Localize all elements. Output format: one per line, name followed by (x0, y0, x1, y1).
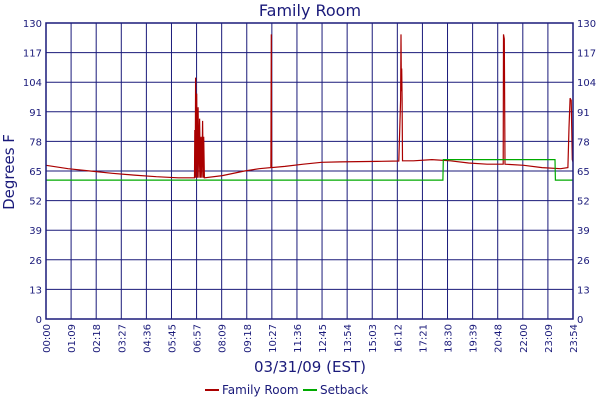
y-tick-label-right: 104 (577, 78, 596, 89)
y-tick-label-right: 26 (577, 256, 590, 267)
x-tick-label: 08:09 (218, 324, 229, 353)
x-tick-label: 15:03 (368, 324, 379, 353)
series-lines (45, 34, 574, 181)
series-line-family-room (45, 34, 574, 179)
y-tick-label-right: 52 (577, 197, 590, 208)
y-tick-label-left: 65 (29, 167, 42, 178)
y-tick-label-right: 78 (577, 137, 590, 148)
y-tick-label-left: 117 (23, 49, 42, 60)
y-tick-label-left: 0 (36, 315, 42, 326)
x-tick-label: 16:12 (393, 324, 404, 353)
legend-label-setback: Setback (320, 383, 368, 397)
x-tick-label: 23:54 (569, 324, 580, 353)
y-tick-label-right: 117 (577, 49, 596, 60)
y-tick-labels: 0 0 13 13 26 26 39 39 52 52 65 65 78 78 91 91 104 104 117 1… (23, 19, 596, 326)
x-tick-label: 22:00 (519, 324, 530, 353)
x-tick-label: 13:54 (343, 324, 354, 353)
x-tick-label: 11:36 (293, 324, 304, 353)
x-tick-label: 19:39 (469, 324, 480, 353)
y-tick-label-left: 130 (23, 19, 42, 30)
x-tick-label: 05:45 (167, 324, 178, 353)
series-line-setback (46, 159, 573, 181)
y-tick-label-right: 39 (577, 226, 590, 237)
y-tick-label-left: 104 (23, 78, 42, 89)
y-tick-label-left: 78 (29, 137, 42, 148)
y-axis-label: Degrees F (0, 134, 18, 210)
x-tick-label: 01:09 (67, 324, 78, 353)
x-tick-label: 03:27 (117, 324, 128, 353)
x-tick-label: 00:00 (42, 324, 53, 353)
y-tick-label-left: 13 (29, 285, 42, 296)
x-tick-label: 18:30 (444, 324, 455, 353)
x-tick-label: 06:57 (193, 324, 204, 353)
y-tick-label-right: 0 (577, 315, 583, 326)
x-tick-labels: 00:00 01:09 02:18 03:27 04:36 05:45 06:57 08:09… (42, 324, 580, 353)
x-tick-label: 04:36 (142, 324, 153, 353)
grid (45, 22, 574, 320)
chart-title: Family Room (259, 1, 361, 20)
y-tick-label-left: 26 (29, 256, 42, 267)
legend: Family Room Setback (205, 383, 368, 397)
x-tick-label: 23:09 (544, 324, 555, 353)
x-tick-label: 02:18 (92, 324, 103, 353)
y-tick-label-left: 52 (29, 197, 42, 208)
x-tick-label: 20:48 (494, 324, 505, 353)
y-tick-label-right: 91 (577, 108, 590, 119)
x-tick-label: 12:45 (318, 324, 329, 353)
x-axis-label: 03/31/09 (EST) (254, 358, 366, 376)
y-tick-label-right: 65 (577, 167, 590, 178)
x-tick-label: 17:21 (418, 324, 429, 353)
x-tick-label: 10:27 (268, 324, 279, 353)
y-tick-label-right: 130 (577, 19, 596, 30)
y-tick-label-left: 39 (29, 226, 42, 237)
y-tick-label-right: 13 (577, 285, 590, 296)
x-tick-label: 09:18 (243, 324, 254, 353)
legend-label-family-room: Family Room (222, 383, 299, 397)
y-tick-label-left: 91 (29, 108, 42, 119)
plot-frame (45, 22, 574, 320)
